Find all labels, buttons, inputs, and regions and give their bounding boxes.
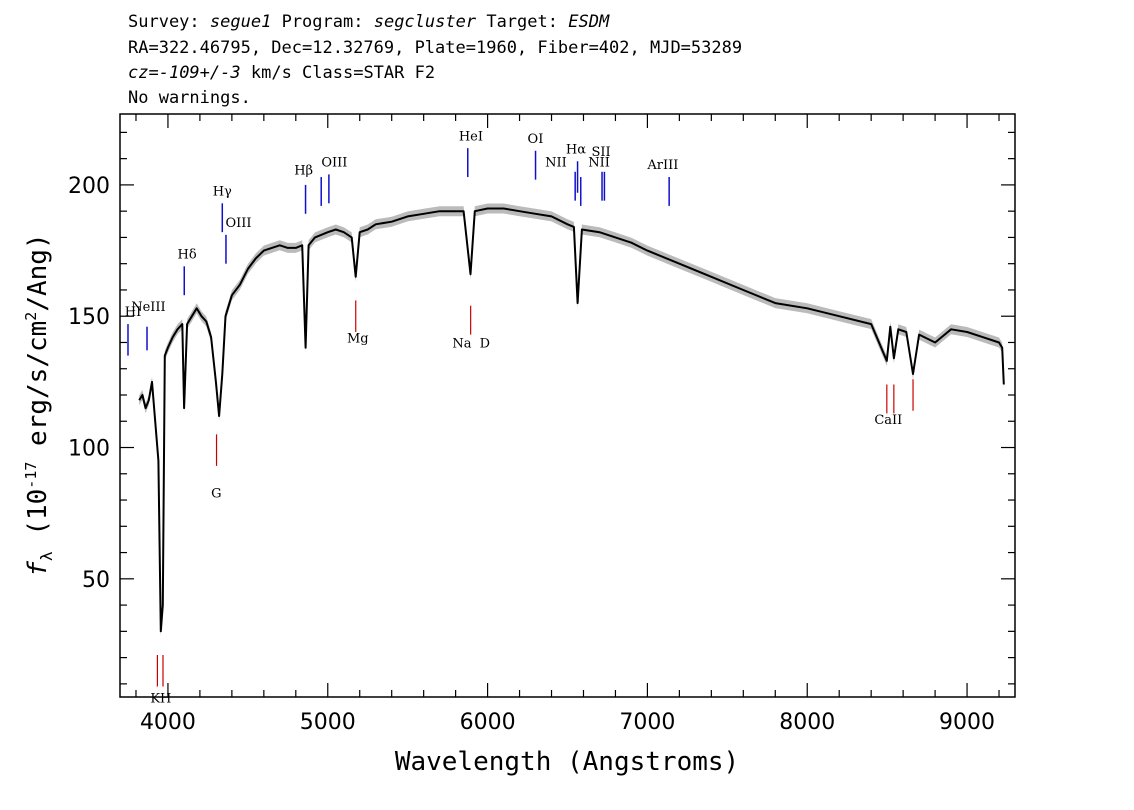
y-tick-label: 50 bbox=[82, 568, 110, 593]
emission-line-label: OI bbox=[528, 132, 544, 147]
program-value: segcluster bbox=[373, 12, 477, 32]
absorption-line-label: H bbox=[160, 691, 171, 706]
header-line-2: RA=322.46795, Dec=12.32769, Plate=1960, … bbox=[128, 38, 743, 58]
emission-line-label: ArIII bbox=[646, 158, 678, 173]
target-label: Target: bbox=[486, 12, 558, 32]
emission-line-label: OIII bbox=[321, 156, 347, 171]
y-tick-label: 150 bbox=[68, 305, 110, 330]
y-axis-title: fλ (10-17 erg/s/cm2/Ang) bbox=[22, 233, 56, 576]
y-axis-ticks: 50 100 150 200 bbox=[68, 131, 1015, 685]
emission-line-label: Hβ bbox=[294, 163, 313, 178]
emission-line-label: SII bbox=[591, 145, 610, 160]
emission-line-label: HeI bbox=[459, 129, 483, 144]
absorption-line-label: G bbox=[211, 486, 221, 501]
emission-line-label: Hα bbox=[566, 142, 586, 157]
plot-frame bbox=[119, 113, 1016, 698]
absorption-line-label: Mg bbox=[347, 331, 369, 346]
survey-label: Survey: bbox=[128, 12, 200, 32]
cz-rest: km/s Class=STAR F2 bbox=[250, 63, 436, 83]
x-tick-label: 9000 bbox=[939, 710, 995, 735]
emission-line-label: Hδ bbox=[178, 247, 197, 262]
emission-line-label: NII bbox=[588, 156, 610, 171]
absorption-line-label: K bbox=[150, 691, 160, 706]
header-line-4: No warnings. bbox=[128, 88, 251, 108]
svg-text:fλ (10-17 erg/s/cm2/Ang): fλ (10-17 erg/s/cm2/Ang) bbox=[22, 233, 56, 576]
header-line-3: cz=-109+/-3 km/s Class=STAR F2 bbox=[128, 63, 435, 83]
x-tick-label: 6000 bbox=[460, 710, 516, 735]
absorption-line-label: CaII bbox=[874, 413, 902, 428]
x-axis-ticks: 4000 5000 6000 7000 8000 9000 bbox=[135, 114, 1000, 735]
x-tick-label: 8000 bbox=[779, 710, 835, 735]
emission-line-label: NeIII bbox=[131, 300, 165, 315]
x-tick-label: 7000 bbox=[619, 710, 675, 735]
emission-line-label: NII bbox=[545, 156, 567, 171]
emission-line-label: OIII bbox=[225, 216, 251, 231]
absorption-line-label: Na bbox=[452, 337, 471, 352]
cz-label: cz= bbox=[128, 63, 159, 83]
survey-value: segue1 bbox=[209, 12, 272, 32]
x-tick-label: 5000 bbox=[300, 710, 356, 735]
header-line-1: Survey: segue1 Program: segcluster Targe… bbox=[128, 12, 609, 32]
x-axis-title: Wavelength (Angstroms) bbox=[395, 747, 739, 777]
program-label: Program: bbox=[281, 12, 364, 32]
flux-line bbox=[138, 207, 1005, 633]
cz-value: -109+/-3 bbox=[158, 63, 241, 83]
flux-series bbox=[138, 207, 1005, 633]
y-tick-label: 100 bbox=[68, 437, 110, 462]
y-tick-label: 200 bbox=[68, 174, 110, 199]
emission-line-label: Hγ bbox=[213, 184, 232, 199]
absorption-line-label: D bbox=[480, 337, 490, 352]
target-value: ESDM bbox=[568, 12, 610, 32]
x-tick-label: 4000 bbox=[140, 710, 196, 735]
